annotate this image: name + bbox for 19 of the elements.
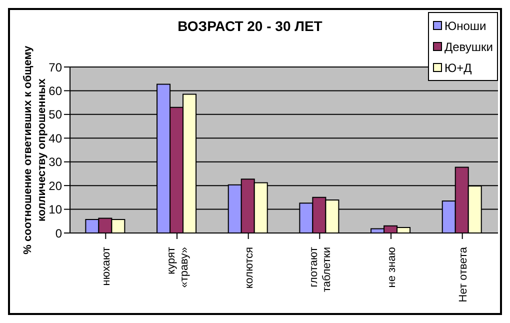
x-tick-label: глотают таблетки <box>308 247 334 292</box>
y-tick-label: 60 <box>48 84 62 98</box>
y-tick-label: 30 <box>48 155 62 170</box>
x-tick-label: Нет ответа <box>457 246 470 302</box>
x-tick-label: курят «траву» <box>166 247 190 288</box>
y-tick-label: 20 <box>48 178 62 193</box>
y-tick-label: 50 <box>48 108 62 122</box>
x-tick-label: нюхают <box>100 247 113 286</box>
x-tick-label: колются <box>243 246 256 289</box>
y-tick-label: 40 <box>48 131 62 146</box>
y-axis-title: % соотношение ответивших к общему колличеству опрошенных <box>22 44 48 254</box>
y-tick-label: 0 <box>55 226 62 240</box>
y-tick-label: 70 <box>48 60 62 74</box>
y-tick-label: 10 <box>48 202 62 217</box>
legend-label: Девушки <box>444 38 493 56</box>
legend-label: Юноши <box>444 18 488 34</box>
legend-label: Ю+Д <box>444 60 473 76</box>
x-tick-label: не знаю <box>386 247 398 288</box>
chart-title: ВОЗРАСТ 20 - 30 ЛЕТ <box>178 18 322 34</box>
